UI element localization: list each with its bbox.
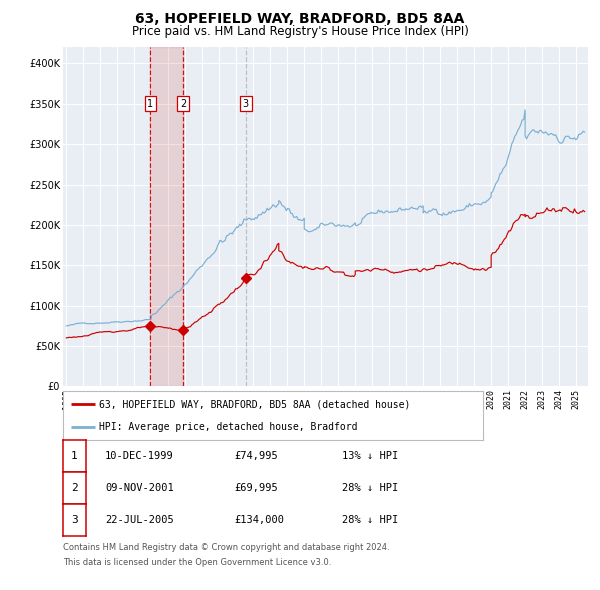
Text: £74,995: £74,995 bbox=[234, 451, 278, 461]
Text: 3: 3 bbox=[243, 99, 249, 109]
Text: 2: 2 bbox=[180, 99, 186, 109]
Text: HPI: Average price, detached house, Bradford: HPI: Average price, detached house, Brad… bbox=[98, 422, 357, 432]
Text: 1: 1 bbox=[71, 451, 78, 461]
Text: 13% ↓ HPI: 13% ↓ HPI bbox=[342, 451, 398, 461]
Text: 63, HOPEFIELD WAY, BRADFORD, BD5 8AA: 63, HOPEFIELD WAY, BRADFORD, BD5 8AA bbox=[136, 12, 464, 26]
Text: 63, HOPEFIELD WAY, BRADFORD, BD5 8AA (detached house): 63, HOPEFIELD WAY, BRADFORD, BD5 8AA (de… bbox=[98, 399, 410, 409]
Text: Contains HM Land Registry data © Crown copyright and database right 2024.: Contains HM Land Registry data © Crown c… bbox=[63, 543, 389, 552]
Text: This data is licensed under the Open Government Licence v3.0.: This data is licensed under the Open Gov… bbox=[63, 558, 331, 566]
Text: £134,000: £134,000 bbox=[234, 515, 284, 525]
Text: 09-NOV-2001: 09-NOV-2001 bbox=[105, 483, 174, 493]
Text: 1: 1 bbox=[148, 99, 154, 109]
Text: 22-JUL-2005: 22-JUL-2005 bbox=[105, 515, 174, 525]
Text: Price paid vs. HM Land Registry's House Price Index (HPI): Price paid vs. HM Land Registry's House … bbox=[131, 25, 469, 38]
Text: 10-DEC-1999: 10-DEC-1999 bbox=[105, 451, 174, 461]
Text: £69,995: £69,995 bbox=[234, 483, 278, 493]
Text: 28% ↓ HPI: 28% ↓ HPI bbox=[342, 483, 398, 493]
Text: 2: 2 bbox=[71, 483, 78, 493]
Bar bbox=[151, 47, 183, 386]
Text: 28% ↓ HPI: 28% ↓ HPI bbox=[342, 515, 398, 525]
Text: 3: 3 bbox=[71, 515, 78, 525]
